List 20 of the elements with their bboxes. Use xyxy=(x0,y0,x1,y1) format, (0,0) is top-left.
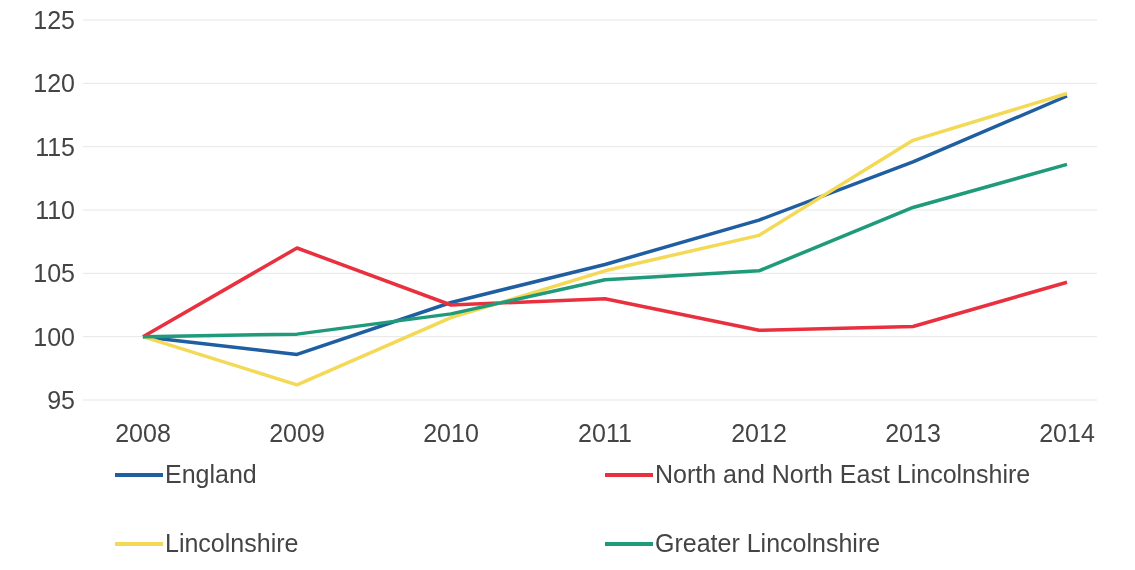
x-tick-label: 2013 xyxy=(885,418,941,447)
legend-label: North and North East Lincolnshire xyxy=(655,460,1031,489)
x-tick-label: 2009 xyxy=(269,418,325,447)
x-tick-label: 2011 xyxy=(578,418,632,447)
y-tick-label: 100 xyxy=(33,322,75,351)
y-tick-label: 110 xyxy=(35,195,75,224)
y-tick-label: 120 xyxy=(33,69,75,98)
y-tick-label: 95 xyxy=(47,385,75,414)
legend-label: England xyxy=(165,460,257,489)
legend-label: Greater Lincolnshire xyxy=(655,529,881,558)
y-tick-label: 105 xyxy=(33,259,75,288)
legend-label: Lincolnshire xyxy=(165,529,299,558)
y-tick-label: 125 xyxy=(33,5,75,34)
x-tick-label: 2008 xyxy=(115,418,171,447)
line-series xyxy=(141,162,1069,339)
line-series xyxy=(141,246,1069,339)
x-tick-label: 2014 xyxy=(1039,418,1095,447)
x-tick-label: 2010 xyxy=(423,418,479,447)
x-tick-label: 2012 xyxy=(731,418,787,447)
y-tick-label: 115 xyxy=(35,132,75,161)
